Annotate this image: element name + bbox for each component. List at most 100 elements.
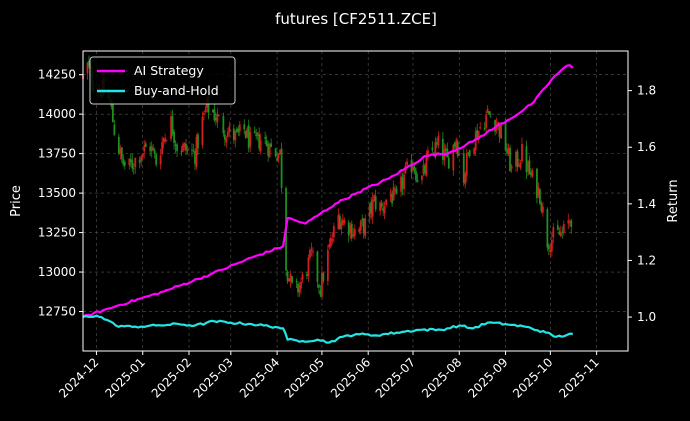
candle-body — [568, 221, 571, 223]
candle-body — [465, 153, 468, 176]
candle-body — [391, 193, 393, 204]
candle-body — [331, 239, 334, 241]
candle-body — [192, 150, 195, 152]
y-tick-label-right: 1.2 — [637, 253, 656, 267]
candle-body — [255, 133, 258, 136]
candle-body — [473, 147, 476, 154]
candle-body — [373, 195, 376, 201]
candle-body — [424, 165, 426, 173]
candle-body — [182, 144, 184, 152]
candle-body — [488, 111, 491, 115]
series-layer — [82, 64, 574, 344]
candle-body — [197, 134, 199, 149]
buy-and-hold-line — [82, 314, 573, 344]
candle-body — [531, 170, 534, 177]
y-axis-label-left: Price — [9, 185, 24, 217]
candle-body — [232, 128, 235, 140]
candle-body — [214, 117, 217, 121]
candle-body — [462, 153, 465, 183]
candle-body — [316, 251, 319, 282]
candle-body — [162, 138, 165, 143]
plot-frame — [82, 50, 629, 352]
legend-box — [89, 56, 236, 105]
candle-body — [498, 123, 501, 138]
candle-body — [264, 137, 267, 139]
candle-body — [259, 140, 262, 152]
candle-body — [291, 276, 293, 283]
candle-body — [437, 135, 440, 146]
candle-body — [150, 145, 153, 152]
candle-body — [382, 208, 385, 211]
candle-body — [120, 147, 123, 160]
candle-body — [518, 164, 520, 166]
candle-body — [421, 175, 423, 180]
candle-body — [195, 136, 198, 167]
candle-body — [286, 271, 289, 282]
candle-body — [321, 272, 323, 297]
candle-body — [406, 161, 408, 166]
candle-body — [550, 240, 553, 252]
candle-body — [171, 116, 174, 135]
candle-body — [427, 150, 429, 156]
candle-body — [88, 60, 90, 67]
candle-body — [332, 225, 335, 238]
candle-body — [447, 157, 450, 169]
candle-body — [467, 152, 470, 154]
candle-body — [161, 142, 164, 154]
candle-body — [485, 115, 488, 128]
candle-body — [256, 132, 259, 137]
candle-body — [129, 159, 132, 163]
y-tick-label-right: 1.4 — [637, 197, 656, 211]
candle-body — [86, 62, 89, 74]
candle-body — [361, 218, 364, 221]
legend: AI Strategy Buy-and-Hold — [89, 56, 236, 105]
candle-body — [389, 194, 392, 197]
candle-body — [506, 149, 508, 154]
candle-body — [352, 234, 355, 237]
candle-body — [298, 285, 301, 293]
candle-body — [306, 273, 308, 276]
candle-body — [152, 148, 155, 150]
candle-body — [494, 120, 497, 132]
candle-body — [510, 165, 513, 169]
y-axis-label-right: Return — [666, 179, 681, 222]
candle-body — [234, 130, 237, 141]
candle-body — [358, 228, 361, 233]
candle-body — [483, 128, 486, 130]
candle-body — [319, 290, 322, 296]
candle-body — [536, 168, 538, 199]
candle-body — [132, 167, 135, 169]
candle-body — [280, 148, 283, 188]
candle-body — [128, 158, 131, 166]
candle-body — [274, 148, 277, 157]
candle-body — [326, 250, 329, 281]
candle-body — [173, 131, 175, 143]
candle-body — [343, 219, 346, 223]
candle-body — [159, 155, 162, 165]
candle-body — [509, 147, 511, 172]
candle-body — [349, 225, 352, 234]
candle-body — [541, 206, 544, 213]
candle-body — [464, 173, 467, 185]
candle-body — [507, 147, 510, 154]
candle-body — [561, 231, 564, 233]
candle-body — [212, 110, 214, 113]
candle-body — [416, 179, 419, 183]
candle-body — [353, 229, 356, 237]
candle-body — [225, 137, 228, 143]
candle-body — [392, 187, 395, 201]
candle-body — [191, 149, 193, 151]
candle-body — [149, 146, 152, 152]
candle-body — [265, 140, 268, 147]
candle-body — [297, 283, 299, 293]
candle-body — [370, 201, 373, 214]
candle-body — [516, 151, 519, 167]
candle-body — [347, 222, 350, 236]
candle-body — [180, 151, 183, 153]
candle-body — [312, 251, 314, 253]
candle-body — [528, 160, 531, 175]
candle-body — [444, 148, 447, 151]
candle-body — [119, 148, 122, 154]
y-tick-label-right: 1.8 — [637, 84, 656, 98]
